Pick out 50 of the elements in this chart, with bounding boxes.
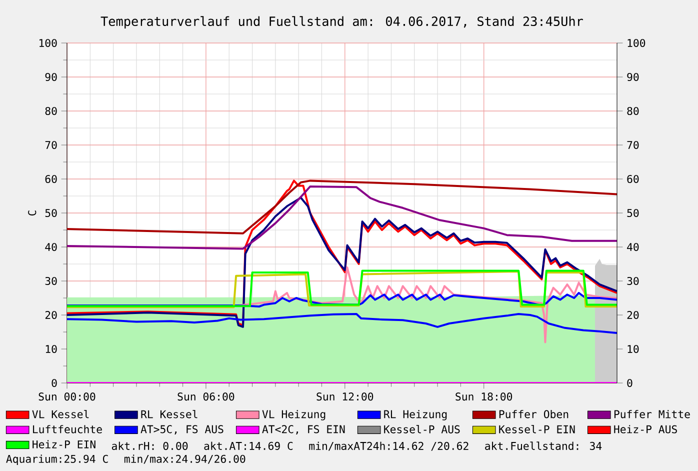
legend-label: VL Heizung: [262, 410, 326, 420]
y2-tick-label: 40: [627, 242, 639, 252]
y-tick-label: 40: [45, 242, 57, 252]
legend-label: Heiz-P EIN: [32, 440, 96, 448]
legend-label: Puffer Oben: [499, 410, 568, 418]
legend-label: Kessel-P EIN: [499, 425, 575, 434]
legend-label: VL Kessel: [32, 410, 89, 418]
line-series: [67, 312, 618, 334]
legend-label: Puffer Mitte: [614, 410, 690, 418]
y2-tick-label: 20: [627, 310, 639, 320]
y-tick-label: 30: [45, 276, 57, 286]
y2-tick-label: 90: [627, 72, 639, 82]
legend-label: RL Kessel: [141, 410, 198, 418]
legend-label: Luftfeuchte: [33, 425, 102, 434]
y2-tick-label: 80: [627, 106, 639, 116]
y-tick-label: 60: [45, 174, 57, 184]
y-axis-title: C: [28, 210, 36, 216]
y2-tick-label: 70: [627, 140, 639, 150]
text: akt.AT:14.69 C: [204, 442, 293, 450]
x-tick-label: Sun 00:00: [38, 392, 96, 401]
x-tick-label: Sun 06:00: [178, 392, 234, 401]
y-tick-label: 100: [40, 38, 57, 48]
y2-tick-label: 30: [627, 276, 639, 286]
line-series: [67, 180, 618, 234]
x-tick-label: Sun 18:00: [456, 392, 512, 401]
text: min/max:24.94/26.00: [124, 454, 246, 464]
legend-label: AT<2C, FS EIN: [262, 425, 345, 435]
legend-label: Kessel-P AUS: [384, 425, 460, 434]
text: min/maxAT24h:14.62 /20.62: [309, 442, 468, 451]
y2-tick-label: 100: [628, 38, 646, 48]
line-series: [67, 292, 618, 308]
x-tick-label: Sun 12:00: [316, 392, 374, 401]
y-tick-label: 70: [45, 140, 57, 150]
legend-label: AT>5C, FS AUS: [140, 425, 224, 435]
y-tick-label: 80: [45, 106, 57, 116]
text: akt.rH: 0.00: [112, 442, 188, 450]
legend-label: RL Heizung: [384, 410, 447, 420]
y-tick-label: 50: [45, 208, 57, 218]
text: Aquarium:25.94 C: [6, 454, 108, 465]
y-tick-label: 20: [45, 310, 57, 320]
y-tick-label: 90: [45, 72, 57, 82]
y2-tick-label: 10: [628, 344, 639, 354]
y-tick-label: 0: [52, 378, 57, 388]
y2-tick-label: 60: [627, 174, 639, 184]
chart-title: Temperaturverlauf und Fuellstand am: 04.06.2017, Stand 23:45Uhr: [100, 16, 583, 29]
y2-tick-label: 50: [627, 208, 639, 218]
y2-tick-label: 0: [627, 378, 632, 388]
text: akt.Fuellstand: 34: [485, 442, 602, 450]
y-tick-label: 10: [46, 344, 57, 354]
legend-label: Heiz-P AUS: [614, 425, 677, 434]
